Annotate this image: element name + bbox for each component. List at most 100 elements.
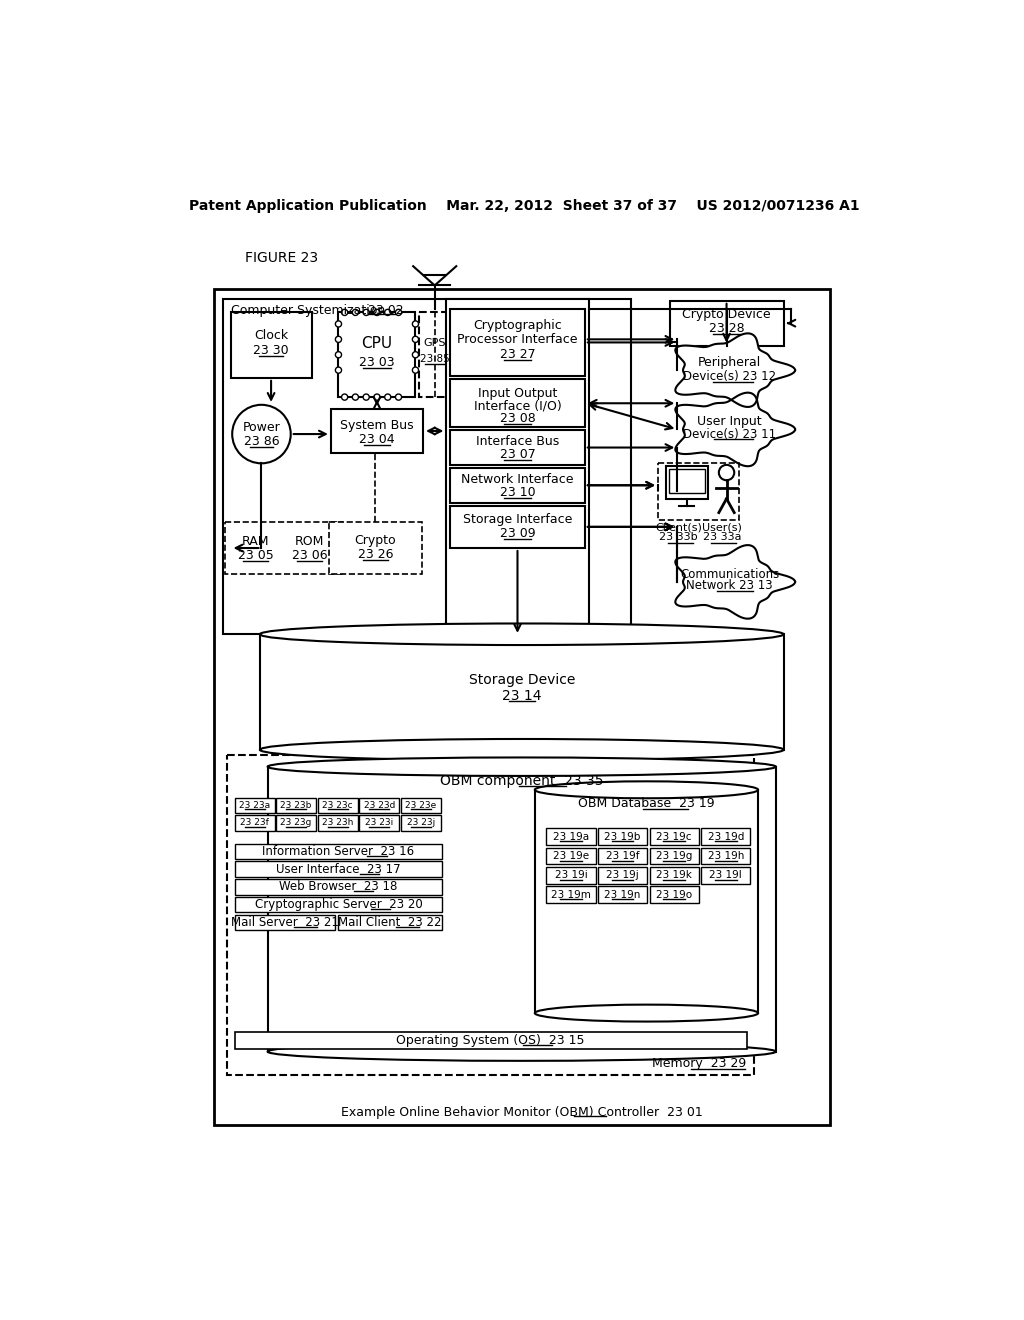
Text: Peripheral: Peripheral [698, 356, 761, 370]
Ellipse shape [260, 623, 783, 645]
Bar [451, 469, 585, 503]
Bar [598, 886, 647, 903]
Text: 23 19c: 23 19c [656, 832, 692, 842]
Text: Storage Interface: Storage Interface [463, 513, 572, 527]
Bar [666, 466, 708, 499]
Bar [400, 816, 441, 830]
Bar [535, 789, 758, 1014]
Text: CPU: CPU [361, 335, 392, 351]
Ellipse shape [535, 1005, 758, 1022]
Bar [701, 867, 751, 884]
Bar [649, 847, 698, 865]
Bar [234, 797, 274, 813]
Circle shape [336, 337, 342, 342]
Bar [317, 797, 357, 813]
Text: Device(s) 23 12: Device(s) 23 12 [683, 370, 776, 383]
Text: 23 19m: 23 19m [551, 890, 591, 899]
Circle shape [352, 393, 358, 400]
Bar [451, 379, 585, 428]
Text: 23 23d: 23 23d [364, 801, 395, 809]
Text: User Input: User Input [697, 416, 762, 428]
Text: Memory  23 29: Memory 23 29 [652, 1057, 746, 1071]
Text: Crypto Device: Crypto Device [682, 308, 771, 321]
Text: 23 23i: 23 23i [366, 818, 393, 828]
Text: User Interface  23 17: User Interface 23 17 [276, 862, 400, 875]
Text: Example Online Behavior Monitor (OBM) Controller  23 01: Example Online Behavior Monitor (OBM) Co… [341, 1106, 702, 1119]
Circle shape [342, 309, 348, 315]
Text: Operating System (OS)  23 15: Operating System (OS) 23 15 [396, 1035, 585, 1047]
Bar [451, 430, 585, 465]
Ellipse shape [535, 781, 758, 799]
Text: 23 07: 23 07 [500, 449, 536, 462]
Text: 23 28: 23 28 [709, 322, 744, 335]
Bar [669, 470, 705, 492]
Circle shape [336, 321, 342, 327]
Ellipse shape [267, 1043, 776, 1061]
Circle shape [336, 351, 342, 358]
Text: Device(s) 23 11: Device(s) 23 11 [683, 428, 776, 441]
Bar [234, 843, 442, 859]
Bar [701, 829, 751, 845]
Bar [670, 301, 783, 346]
Ellipse shape [267, 758, 776, 776]
Text: 23 02: 23 02 [368, 304, 403, 317]
Text: User(s): User(s) [702, 523, 741, 533]
Text: 23 19l: 23 19l [710, 870, 742, 880]
Text: 23 33a: 23 33a [702, 532, 741, 543]
Bar [234, 1032, 746, 1049]
Bar [451, 309, 585, 376]
Text: Client(s): Client(s) [655, 523, 702, 533]
Circle shape [385, 393, 391, 400]
Bar [285, 528, 335, 568]
Text: 23 03: 23 03 [359, 356, 395, 370]
Text: 23 23h: 23 23h [322, 818, 353, 828]
Circle shape [232, 405, 291, 463]
Text: Mail Client  23 22: Mail Client 23 22 [338, 916, 441, 929]
Text: 23 23e: 23 23e [406, 801, 436, 809]
Text: Cryptographic Server  23 20: Cryptographic Server 23 20 [255, 898, 422, 911]
Text: 23 10: 23 10 [500, 486, 536, 499]
Circle shape [342, 393, 348, 400]
Text: Network Interface: Network Interface [461, 473, 573, 486]
Text: 23 26: 23 26 [357, 548, 393, 561]
Bar [359, 816, 399, 830]
Text: 23 19o: 23 19o [656, 890, 692, 899]
Text: 23 19e: 23 19e [553, 851, 589, 861]
Text: OBM component  23 35: OBM component 23 35 [440, 774, 603, 788]
Bar [234, 862, 442, 876]
Circle shape [395, 393, 401, 400]
Bar [547, 886, 596, 903]
Text: 23 23j: 23 23j [407, 818, 435, 828]
Text: ROM: ROM [295, 536, 325, 548]
Bar [331, 409, 423, 453]
Bar [649, 867, 698, 884]
Bar [267, 767, 776, 1052]
Bar [234, 915, 335, 929]
Circle shape [413, 337, 419, 342]
Text: Storage Device: Storage Device [469, 673, 574, 688]
Circle shape [352, 309, 358, 315]
Circle shape [385, 309, 391, 315]
Text: RAM: RAM [242, 536, 269, 548]
Bar [547, 829, 596, 845]
Circle shape [413, 351, 419, 358]
Circle shape [336, 367, 342, 374]
Text: 23 19h: 23 19h [708, 851, 744, 861]
Text: 23 23a: 23 23a [239, 801, 270, 809]
Text: OBM Database  23 19: OBM Database 23 19 [579, 797, 715, 810]
Text: 23 04: 23 04 [359, 433, 395, 446]
Text: 23 14: 23 14 [502, 689, 542, 702]
Bar [547, 847, 596, 865]
Text: 23 23g: 23 23g [281, 818, 311, 828]
Circle shape [374, 393, 380, 400]
Bar [598, 847, 647, 865]
Text: 23 08: 23 08 [500, 412, 536, 425]
Polygon shape [675, 334, 795, 407]
Polygon shape [675, 392, 795, 466]
Circle shape [719, 465, 734, 480]
Text: Crypto: Crypto [354, 533, 396, 546]
Circle shape [395, 309, 401, 315]
Bar [701, 847, 751, 865]
Bar [649, 886, 698, 903]
Text: 23 19n: 23 19n [604, 890, 641, 899]
